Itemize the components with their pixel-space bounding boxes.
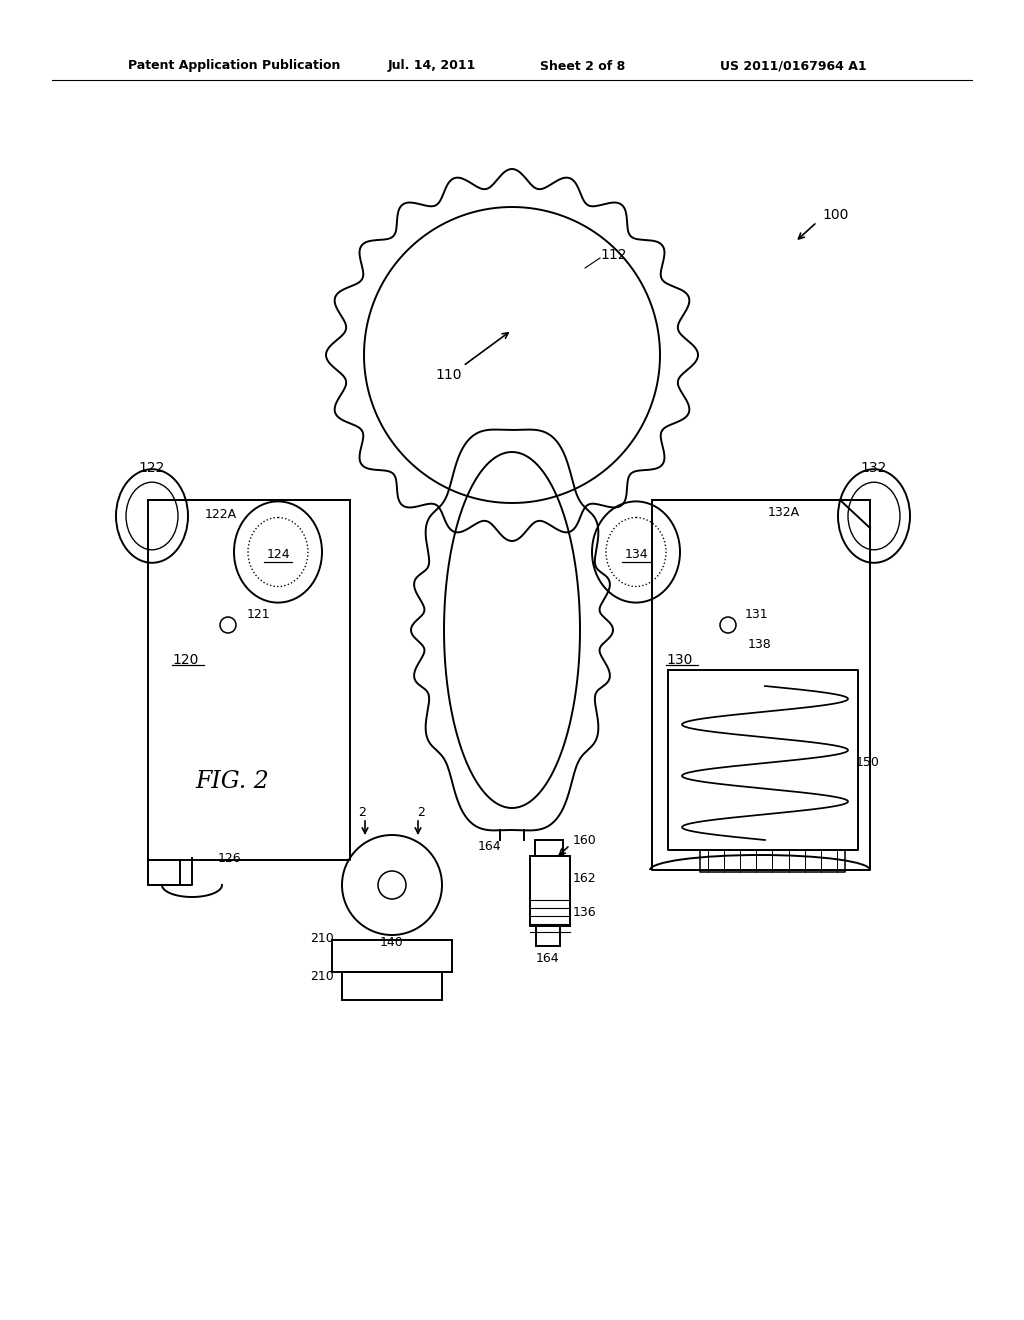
Text: 124: 124 [266,548,290,561]
Text: FIG. 2: FIG. 2 [195,771,268,793]
Text: 110: 110 [435,368,462,381]
Text: 136: 136 [573,906,597,919]
Text: 131: 131 [745,609,769,622]
Text: 134: 134 [625,548,648,561]
Text: 164: 164 [536,952,559,965]
Bar [530,855,570,927]
Text: 162: 162 [573,871,597,884]
Text: Sheet 2 of 8: Sheet 2 of 8 [540,59,626,73]
Text: US 2011/0167964 A1: US 2011/0167964 A1 [720,59,866,73]
Text: 132: 132 [861,461,887,475]
Text: 140: 140 [380,936,403,949]
Text: 138: 138 [748,639,772,652]
Text: 160: 160 [573,833,597,846]
Text: 120: 120 [172,653,199,667]
Text: 210: 210 [310,969,334,982]
Text: 112: 112 [600,248,627,261]
Text: 150: 150 [856,755,880,768]
Text: 164: 164 [478,841,502,854]
Bar [332,940,452,972]
Text: 122A: 122A [205,508,238,521]
Text: 130: 130 [666,653,692,667]
Text: 126: 126 [218,851,242,865]
Text: 100: 100 [822,209,848,222]
Text: 2: 2 [358,805,366,818]
Text: 122: 122 [139,461,165,475]
Bar [535,840,563,855]
Text: 121: 121 [247,609,270,622]
Text: 210: 210 [310,932,334,945]
Text: Patent Application Publication: Patent Application Publication [128,59,340,73]
Text: 2: 2 [417,805,425,818]
Bar [342,972,442,1001]
Text: Jul. 14, 2011: Jul. 14, 2011 [388,59,476,73]
Bar [536,927,560,946]
Text: 132A: 132A [768,506,800,519]
